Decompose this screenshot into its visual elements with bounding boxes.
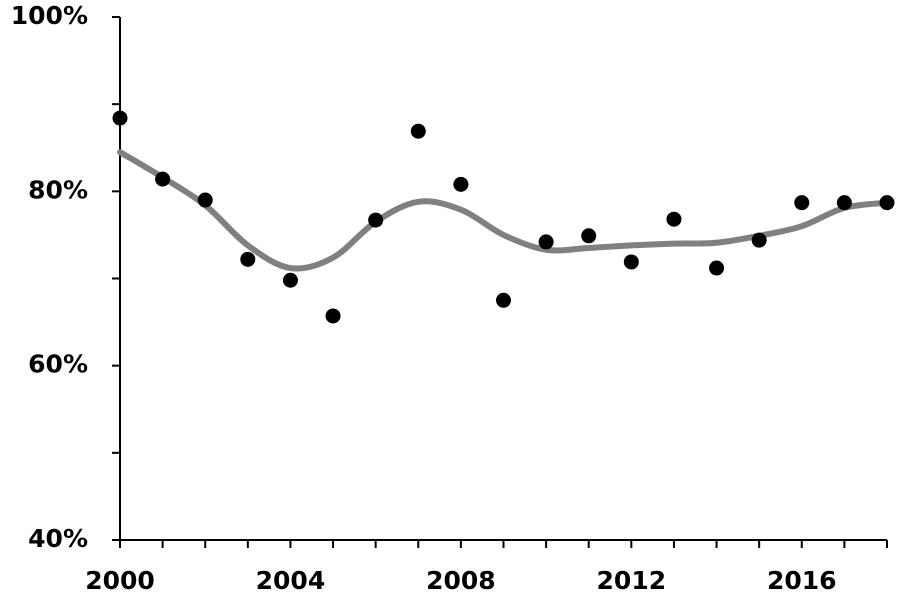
data-point bbox=[453, 176, 469, 192]
x-tick-label: 2008 bbox=[426, 566, 496, 595]
data-point bbox=[496, 292, 511, 308]
data-point bbox=[325, 308, 341, 324]
data-point bbox=[581, 228, 597, 244]
x-tick-label: 2004 bbox=[256, 566, 326, 595]
data-point bbox=[112, 110, 128, 126]
data-point bbox=[709, 260, 725, 276]
x-tick-label: 2016 bbox=[767, 566, 837, 595]
data-point bbox=[197, 192, 213, 208]
trend-line bbox=[117, 149, 890, 272]
y-tick-label: 40% bbox=[28, 524, 88, 553]
data-point bbox=[410, 123, 426, 139]
y-tick-label: 60% bbox=[28, 350, 88, 379]
data-point bbox=[666, 211, 682, 227]
data-point bbox=[751, 232, 767, 248]
data-point bbox=[794, 195, 810, 211]
x-tick-label: 2000 bbox=[85, 566, 155, 595]
data-point bbox=[623, 254, 639, 270]
data-point bbox=[282, 272, 298, 288]
y-tick-label: 100% bbox=[11, 1, 88, 30]
data-point bbox=[836, 195, 852, 211]
data-point bbox=[368, 212, 384, 228]
data-point bbox=[155, 171, 171, 187]
y-tick-label: 80% bbox=[28, 175, 88, 204]
data-point bbox=[240, 251, 256, 267]
data-point bbox=[879, 195, 895, 211]
x-tick-label: 2012 bbox=[597, 566, 667, 595]
data-point bbox=[538, 234, 554, 250]
